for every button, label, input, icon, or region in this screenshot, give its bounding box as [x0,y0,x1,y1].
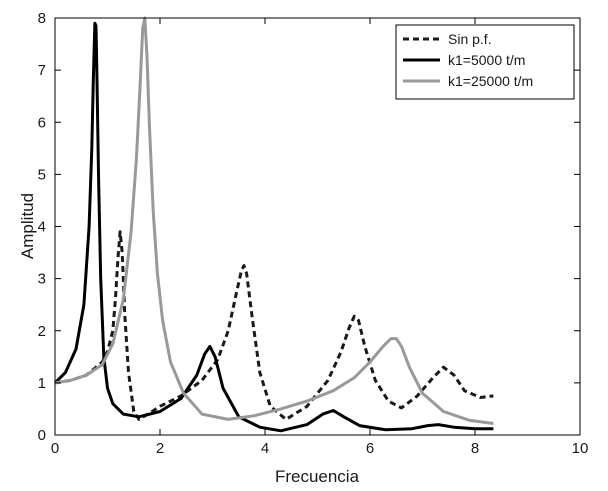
series-line-1 [54,230,494,421]
y-tick-label: 4 [38,219,46,236]
x-tick-label: 8 [471,440,479,457]
x-tick-label: 2 [156,440,164,457]
x-tick-label: 0 [51,440,59,457]
tick-layer: 0 2 4 6 8 10 0 1 2 3 4 5 6 7 8 [38,10,589,457]
y-tick-label: 6 [38,114,46,131]
x-tick-label: 4 [261,440,269,457]
y-tick-label: 3 [38,271,46,288]
legend-label-2: k1=5000 t/m [448,52,525,68]
legend-box [395,24,575,100]
y-tick-label: 1 [38,375,46,392]
y-tick-label: 8 [38,10,46,27]
y-tick-label: 7 [38,62,46,79]
x-tick-label: 6 [366,440,374,457]
legend-label-3: k1=25000 t/m [448,73,533,89]
legend-label-1: Sin p.f. [448,31,492,47]
series-layer [53,16,494,433]
y-tick-label: 0 [38,427,46,444]
series-line-2 [53,21,494,433]
y-tick-label: 5 [38,166,46,183]
y-axis-label: Amplitud [18,193,37,259]
series-line-3 [54,16,494,425]
x-axis-label: Frecuencia [275,467,360,486]
x-tick-label: 10 [572,440,589,457]
y-tick-label: 2 [38,323,46,340]
legend: Sin p.f. k1=5000 t/m k1=25000 t/m [395,24,575,100]
